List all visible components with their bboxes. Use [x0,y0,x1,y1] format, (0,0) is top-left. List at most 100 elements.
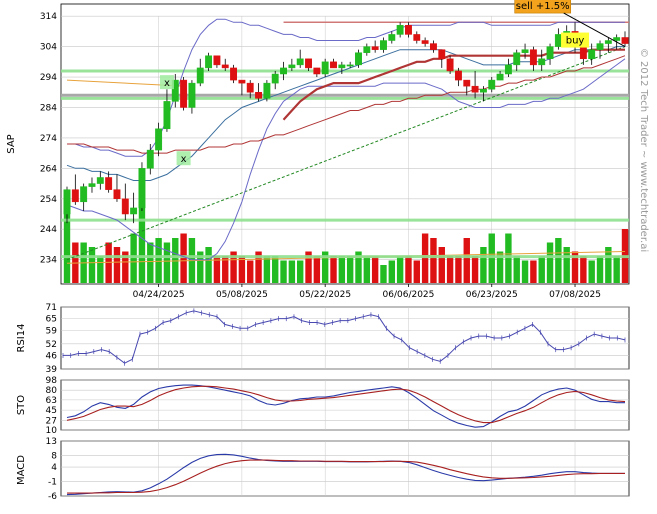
candle-body [113,189,121,200]
candle-body [388,34,396,41]
macd-lines [66,453,625,496]
candle-body [538,58,546,66]
price-panel: 234 244 254 264 274 284 294 304 314 04/24/2025 05… [6,0,630,300]
volume-bar [255,251,262,283]
volume-bar [405,256,412,283]
x-tick-label: 05/22/2025 [299,290,351,300]
candle-body [429,43,437,50]
volume-bar [413,260,420,283]
macd-gridlines [61,440,629,497]
candle-body [363,46,371,53]
volume-bar [480,247,487,283]
candle-body [63,189,71,215]
candle-body [454,70,462,81]
sell-signal-label: sell +1.5% [516,1,570,12]
candle-body [196,67,204,84]
candle-body [121,198,129,215]
macd-y-axis: -6 -1 4 8 13 [46,437,58,502]
sto-d-line [66,385,626,424]
candle-body [421,40,429,44]
volume-bar [346,256,354,283]
volume-bar [321,251,329,283]
candle-body [446,58,454,72]
volume-bar [455,256,462,283]
volume-bar [363,256,371,283]
x-tick-label: 07/08/2025 [549,290,601,300]
candle-body [130,207,138,215]
volume-bar [430,238,437,283]
price-tick-label: 234 [40,256,57,266]
volume-bar [613,256,620,283]
candle-body [180,79,188,108]
volume-bar [280,260,287,283]
price-tick-label: 274 [40,134,57,144]
price-x-axis: 04/24/2025 05/08/2025 05/22/2025 06/06/2025… [133,284,601,300]
volume-bar [205,247,212,283]
candle-body [588,49,596,60]
x-tick-label: 06/06/2025 [383,290,435,300]
rsi-tick-label: 39 [46,365,58,375]
candle-body [138,168,146,209]
sto-k-line [66,384,625,428]
volume-bar [521,260,529,283]
cross-marker-label: x [181,154,187,165]
candle-body [513,52,521,66]
rsi-tick-label: 65 [46,315,57,325]
candle-body [355,52,362,66]
candle-body [463,79,471,87]
rsi-frame [60,306,630,370]
candle-body [529,49,537,66]
candle-body [221,64,229,69]
candle-body [280,67,287,75]
candle-body [488,79,496,90]
macd-signal-line [67,459,625,494]
candle-body [238,79,246,84]
candle-body [296,58,304,66]
candle-body [71,189,79,203]
sto-tick-label: 63 [46,396,57,406]
volume-bar [355,251,362,283]
cross-marker-label: x [164,78,170,89]
volume-bar [130,233,137,283]
rsi-ylabel: RSI14 [16,324,27,353]
sto-tick-label: 10 [46,426,58,436]
volume-bar [338,256,346,283]
macd-ylabel: MACD [16,455,27,485]
buy-signal-box [561,32,590,48]
candle-body [471,85,479,93]
macd-tick-label: 13 [46,437,57,447]
sto-ylabel: STO [16,395,27,415]
candle-body [596,43,604,50]
volume-bar [471,256,479,283]
sto-lines [66,384,626,428]
volume-bar [330,256,337,283]
macd-panel: -6 -1 4 8 13 MACD [16,437,630,502]
ma-slow-line [67,55,626,154]
rsi-tick-label: 71 [46,303,57,313]
price-tick-label: 294 [40,73,57,83]
volume-bar [496,251,504,283]
candle-body [271,73,279,84]
candle-body [338,64,346,69]
volume-bar [505,233,512,283]
sell-signal-box [514,0,572,14]
candle-body [413,34,421,41]
candle-body [163,101,171,130]
candle-body [405,25,412,35]
sto-tick-label: 27 [46,416,57,426]
volume-bar [588,260,595,283]
candle-body [246,82,254,93]
macd-frame [60,440,630,497]
volume-bar [122,251,129,283]
sto-tick-label: 80 [46,386,58,396]
sto-tick-label: 45 [46,406,57,416]
cross-marker-box [176,151,191,166]
volume-bar [113,247,121,283]
volume-bar [288,260,296,283]
volume-bar [213,256,221,283]
x-tick-label: 04/24/2025 [133,290,185,300]
volume-bar [305,251,312,283]
price-ylabel: SAP [6,134,17,153]
